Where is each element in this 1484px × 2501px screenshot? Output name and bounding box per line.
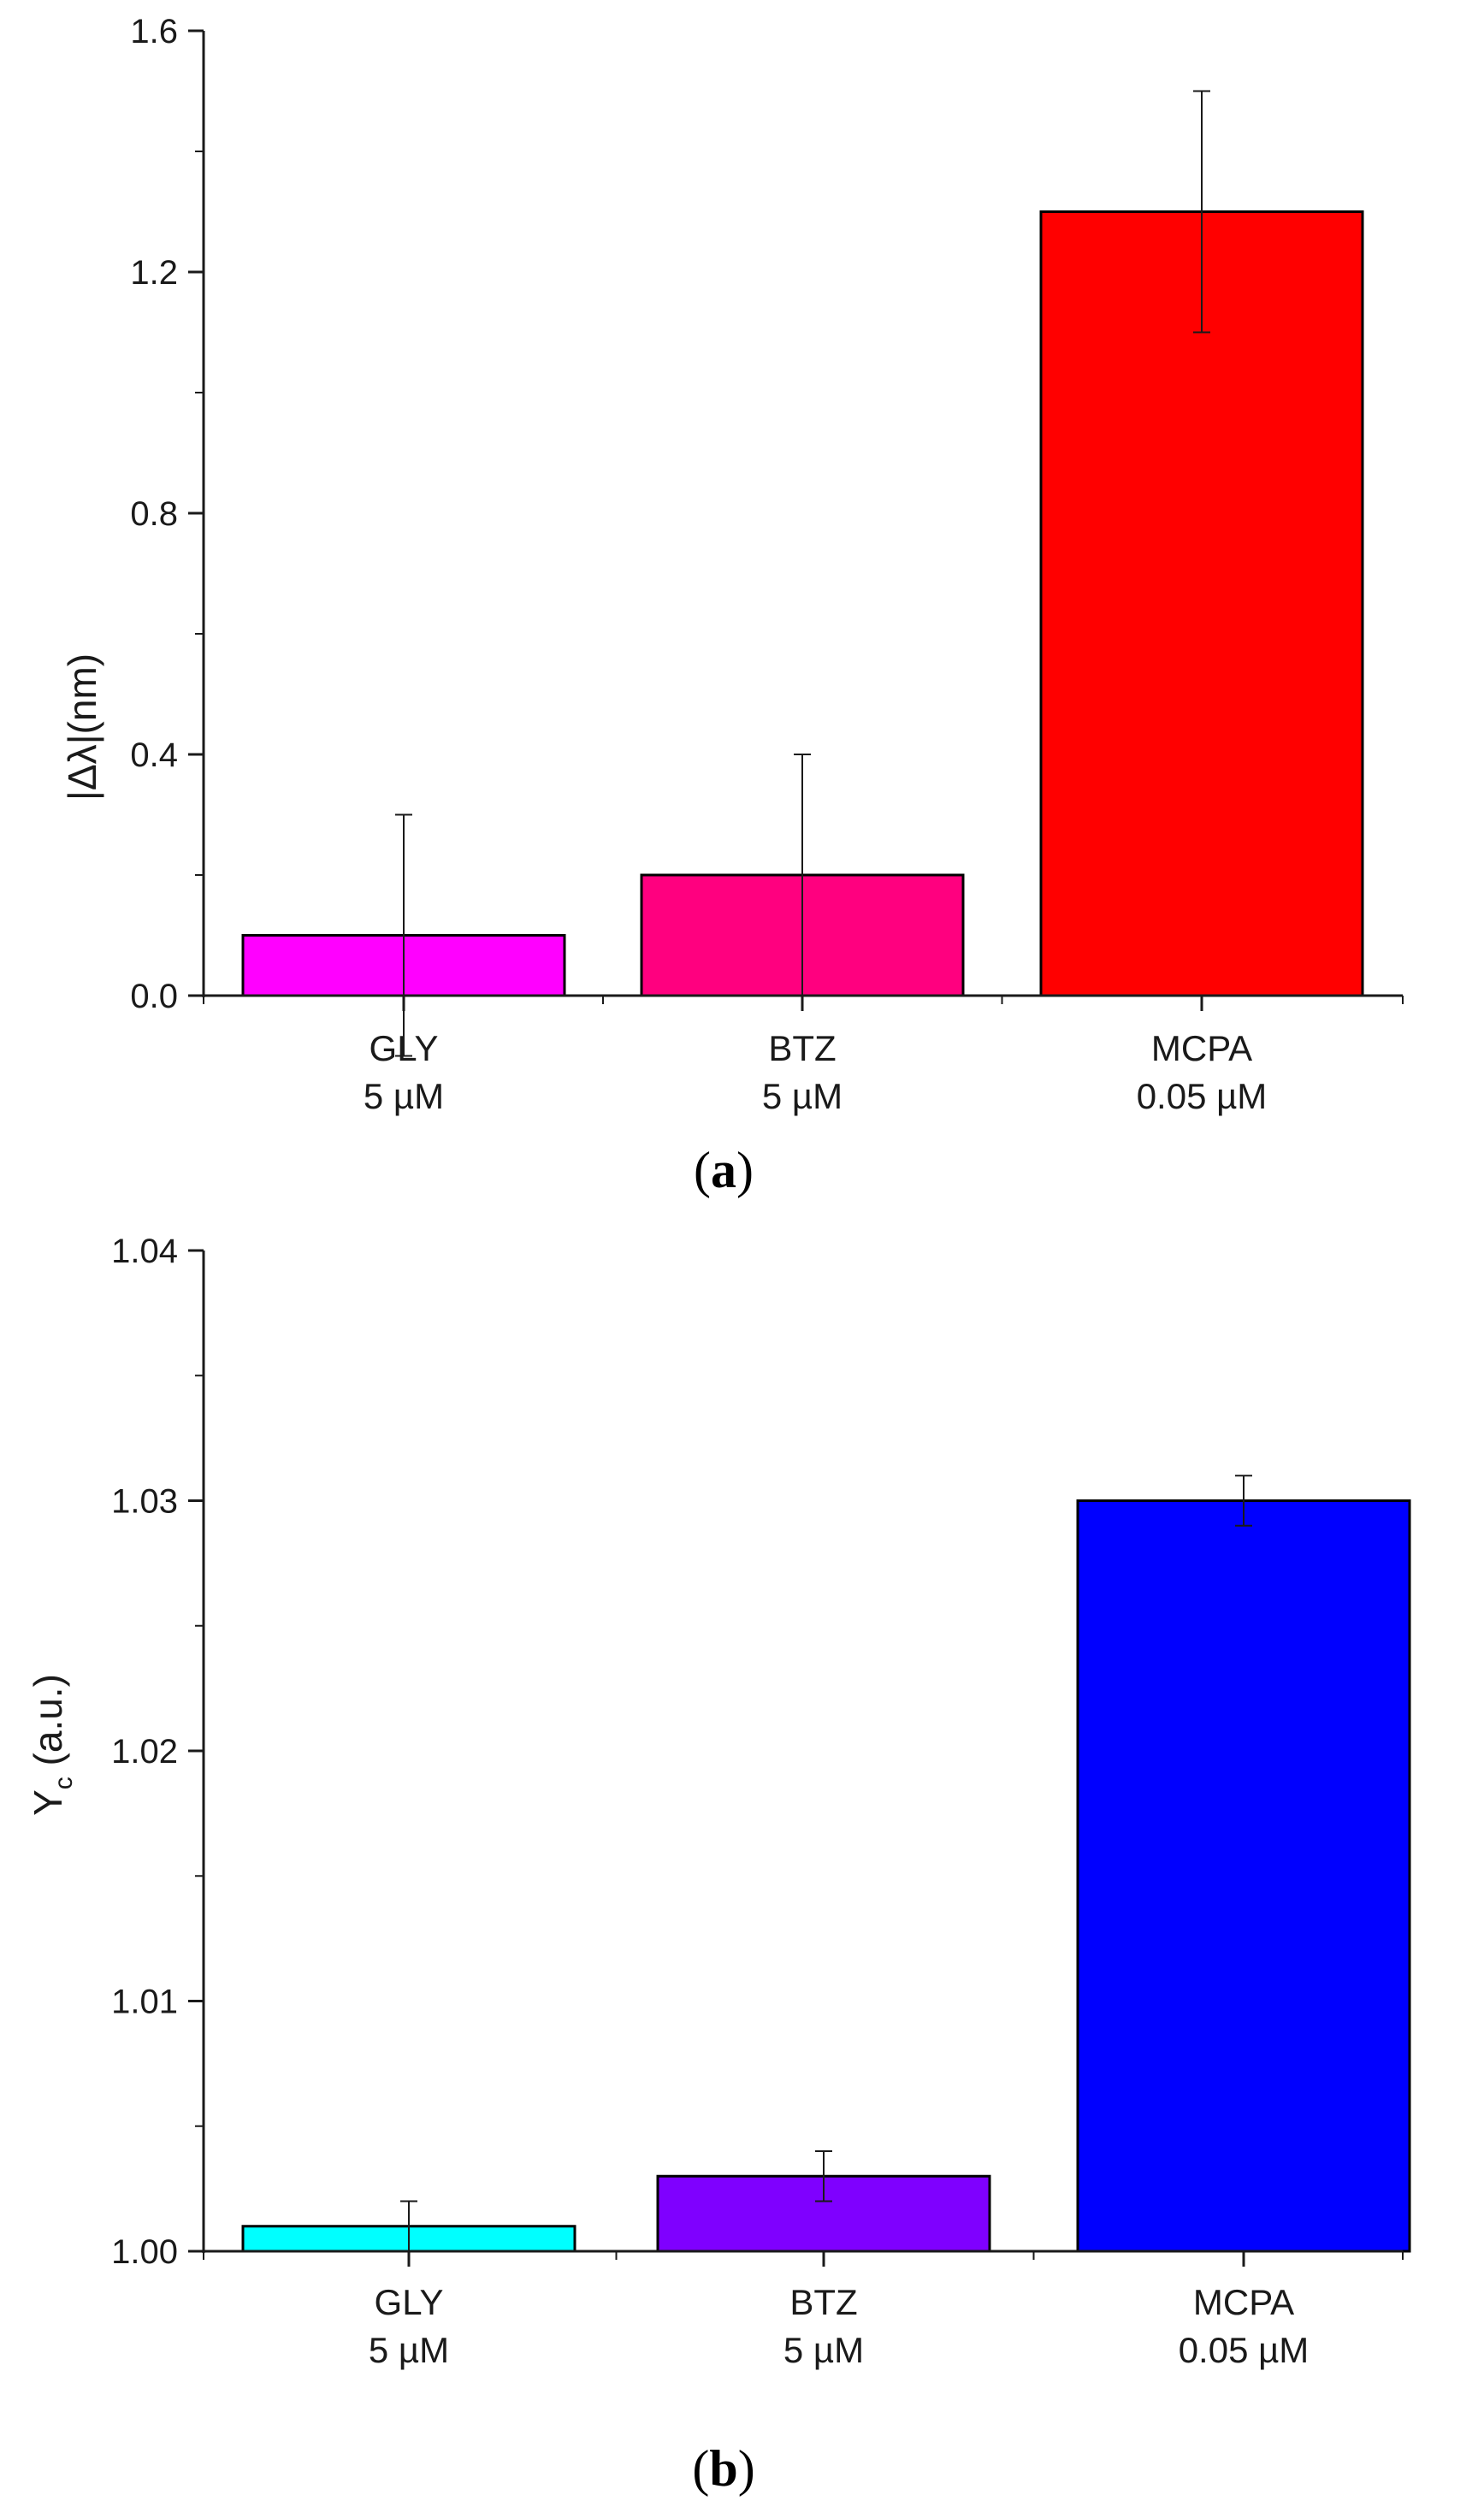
chart-a: 0.0 0.4 0.8 1.2 1.6 GLY 5 µM BTZ 5 µM MCPA 0.05 µ…	[60, 13, 1404, 1198]
chart-a-category-labels: GLY 5 µM BTZ 5 µM MCPA 0.05 µM	[364, 1028, 1267, 1116]
category-conc-btz: 5 µM	[783, 2330, 864, 2370]
y-tick-label: 0.0	[130, 978, 178, 1015]
category-label-gly: GLY	[370, 1028, 439, 1068]
category-conc-mcpa: 0.05 µM	[1137, 1076, 1268, 1116]
chart-a-panel-label: (a)	[694, 1142, 754, 1198]
error-bar-gly	[395, 813, 412, 1057]
category-conc-gly: 5 µM	[369, 2330, 449, 2370]
chart-b: 1.00 1.01 1.02 1.03 1.04 GLY 5 µM BTZ 5 µM MCPA 0…	[26, 1233, 1411, 2497]
error-bar-btz	[815, 2150, 832, 2202]
y-tick-label: 1.2	[130, 254, 178, 292]
category-label-gly: GLY	[375, 2282, 444, 2322]
chart-b-ticks	[188, 1249, 1404, 2267]
y-tick-label: 1.01	[111, 1984, 178, 2021]
category-conc-btz: 5 µM	[762, 1076, 843, 1116]
category-label-mcpa: MCPA	[1151, 1028, 1252, 1068]
chart-b-panel-label: (b)	[692, 2440, 754, 2497]
category-label-mcpa: MCPA	[1193, 2282, 1294, 2322]
chart-a-y-axis-title: |Δλ|(nm)	[60, 653, 104, 801]
category-label-btz: BTZ	[768, 1028, 836, 1068]
category-conc-mcpa: 0.05 µM	[1179, 2330, 1310, 2370]
y-tick-label: 0.4	[130, 736, 178, 774]
category-conc-gly: 5 µM	[364, 1076, 444, 1116]
chart-a-ticks	[188, 29, 1404, 1011]
chart-b-ytick-labels: 1.00 1.01 1.02 1.03 1.04	[111, 1233, 178, 2271]
y-tick-label: 1.03	[111, 1483, 178, 1521]
y-tick-label: 1.6	[130, 13, 178, 50]
chart-b-category-labels: GLY 5 µM BTZ 5 µM MCPA 0.05 µM	[369, 2282, 1309, 2370]
y-tick-label: 1.00	[111, 2233, 178, 2271]
chart-b-y-axis-title: Yc (a.u.)	[26, 1674, 78, 1816]
category-label-btz: BTZ	[789, 2282, 857, 2322]
chart-b-bars	[241, 1499, 1411, 2253]
error-bar-mcpa	[1193, 90, 1210, 334]
chart-b-errorbars	[400, 1475, 1252, 2252]
error-bar-mcpa	[1235, 1475, 1252, 1527]
chart-a-errorbars	[395, 90, 1210, 1057]
bar-mcpa	[1076, 1499, 1411, 2253]
y-tick-label: 1.02	[111, 1733, 178, 1771]
y-tick-label: 1.04	[111, 1233, 178, 1270]
chart-a-ytick-labels: 0.0 0.4 0.8 1.2 1.6	[130, 13, 178, 1015]
y-tick-label: 0.8	[130, 495, 178, 533]
